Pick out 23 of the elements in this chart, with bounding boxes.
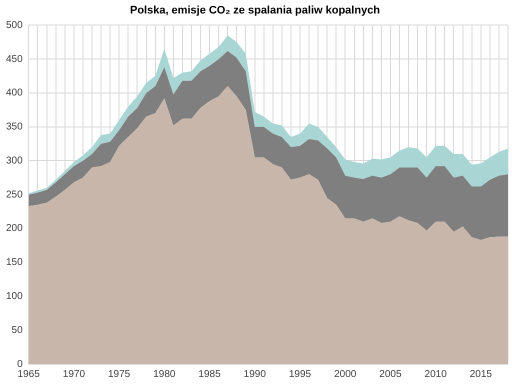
x-tick-label: 1975 (108, 368, 131, 380)
y-tick-label: 350 (6, 122, 24, 133)
y-tick-label: 100 (6, 290, 24, 302)
y-tick-label: 450 (6, 54, 24, 65)
y-tick-label: 50 (12, 324, 24, 336)
x-tick-label: 1980 (153, 368, 176, 380)
y-tick-label: 200 (6, 223, 24, 234)
x-tick-label: 1965 (18, 368, 40, 380)
x-tick-label: 1995 (288, 368, 312, 380)
x-tick-label: 1990 (244, 368, 266, 380)
x-tick-label: 2010 (424, 368, 448, 380)
y-tick-label: 400 (6, 88, 24, 99)
y-tick-label: 150 (6, 257, 24, 268)
x-tick-label: 2000 (334, 368, 357, 380)
y-tick-label: 0 (17, 358, 24, 370)
x-tick-label: 2015 (470, 368, 492, 380)
y-tick-label: 500 (6, 20, 24, 31)
x-tick-label: 2005 (379, 368, 402, 380)
chart-title: Polska, emisje CO₂ ze spalania paliw kopalnych (130, 4, 380, 17)
y-tick-label: 300 (6, 155, 24, 166)
y-tick-label: 250 (6, 189, 24, 200)
x-tick-label: 1970 (62, 368, 86, 380)
x-tick-label: 1985 (198, 368, 222, 380)
